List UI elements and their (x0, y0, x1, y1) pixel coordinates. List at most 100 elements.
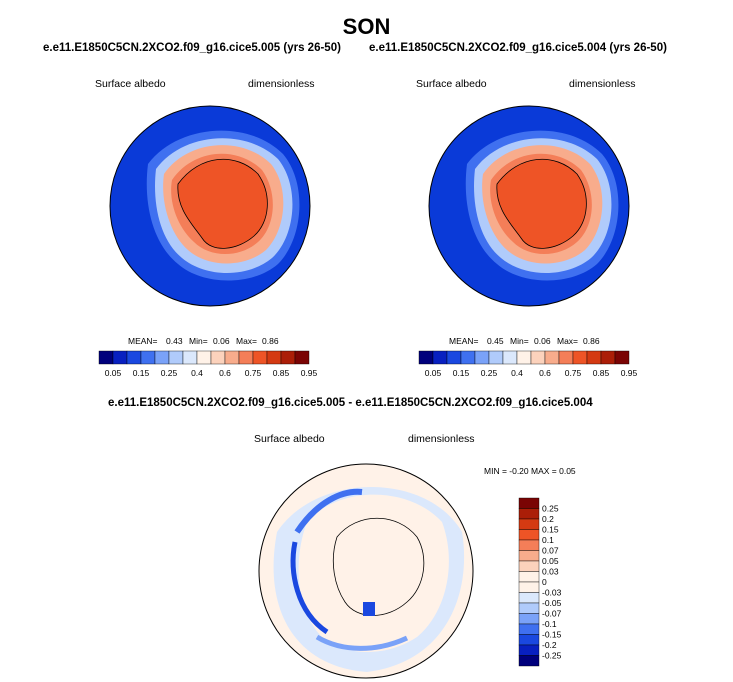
panel2-mean-label: MEAN= (449, 336, 479, 346)
panel1-units-label: dimensionless (248, 78, 315, 90)
panel1-colorbar-tick-label: 0.75 (245, 368, 262, 378)
diff-colorbar-tick-label: 0.05 (542, 556, 559, 566)
panel1-colorbar-swatch (266, 350, 282, 365)
panel1-colorbar-swatch (210, 350, 226, 365)
diff-colorbar-tick-label: -0.1 (542, 619, 557, 629)
diff-colorbar-swatch (518, 644, 540, 656)
diff-colorbar-tick-label: -0.05 (542, 598, 562, 608)
panel1-min-value: 0.06 (213, 336, 230, 346)
panel2-max-label: Max= (557, 336, 579, 346)
panel2-colorbar-swatch (516, 350, 532, 365)
panel1-colorbar-swatch (168, 350, 184, 365)
panel1-colorbar: 0.05 0.15 0.25 0.4 0.6 0.75 0.85 0.95 (98, 350, 318, 378)
panel1-colorbar-tick-label: 0.6 (219, 368, 231, 378)
panel1-colorbar-swatch (252, 350, 268, 365)
panel2-colorbar-swatch (488, 350, 504, 365)
diff-units-label: dimensionless (408, 433, 475, 445)
diff-colorbar-tick-label: -0.07 (542, 609, 562, 619)
diff-minmax-text: MIN = -0.20 MAX = 0.05 (484, 466, 576, 476)
diff-colorbar-tick-label: 0.25 (542, 504, 559, 514)
panel2-colorbar-tick-label: 0.15 (453, 368, 470, 378)
diff-colorbar-swatch (518, 539, 540, 551)
panel2-colorbar-swatch (558, 350, 574, 365)
panel1-colorbar-tick-label: 0.05 (105, 368, 122, 378)
panel2-colorbar-swatch (502, 350, 518, 365)
panel2-variable-label: Surface albedo (416, 78, 487, 90)
panel2-units-label: dimensionless (569, 78, 636, 90)
diff-colorbar-swatch (518, 571, 540, 583)
diff-colorbar-swatch (518, 518, 540, 530)
panel2-colorbar-tick-label: 0.25 (481, 368, 498, 378)
panel1-colorbar-swatch (238, 350, 254, 365)
diff-colorbar-tick-label: 0.03 (542, 567, 559, 577)
panel1-min-label: Min= (189, 336, 208, 346)
panel1-colorbar-swatch (196, 350, 212, 365)
panel1-max-value: 0.86 (262, 336, 279, 346)
panel1-colorbar-tick-label: 0.95 (301, 368, 318, 378)
diff-colorbar-swatch (518, 508, 540, 520)
panel2-colorbar-swatch (614, 350, 630, 365)
panel2-colorbar-swatch (586, 350, 602, 365)
diff-title: e.e11.E1850C5CN.2XCO2.f09_g16.cice5.005 … (108, 397, 593, 409)
diff-colorbar-tick-label: 0.1 (542, 535, 554, 545)
diff-map (258, 463, 474, 679)
panel1-colorbar-tick-label: 0.25 (161, 368, 178, 378)
panel1-colorbar-swatch (126, 350, 142, 365)
diff-colorbar: 0.250.20.150.10.070.050.030-0.03-0.05-0.… (518, 497, 562, 667)
diff-colorbar-swatch (518, 592, 540, 604)
panel2-colorbar-swatch (418, 350, 434, 365)
diff-colorbar-swatch (518, 613, 540, 625)
panel2-colorbar-swatch (460, 350, 476, 365)
diff-colorbar-tick-label: -0.15 (542, 630, 562, 640)
diff-colorbar-tick-label: 0.15 (542, 525, 559, 535)
panel2-colorbar-tick-label: 0.95 (621, 368, 638, 378)
panel2-colorbar-tick-label: 0.6 (539, 368, 551, 378)
panel1-max-label: Max= (236, 336, 258, 346)
diff-colorbar-swatch (518, 655, 540, 667)
panel2-colorbar-swatch (600, 350, 616, 365)
panel2-min-value: 0.06 (534, 336, 551, 346)
panel1-mean-value: 0.43 (166, 336, 183, 346)
diff-colorbar-swatch (518, 550, 540, 562)
panel1-variable-label: Surface albedo (95, 78, 166, 90)
panel1-colorbar-swatch (280, 350, 296, 365)
panel2-min-label: Min= (510, 336, 529, 346)
figure-title: SON (342, 14, 391, 39)
panel2-max-value: 0.86 (583, 336, 600, 346)
diff-colorbar-swatch (518, 623, 540, 635)
panel2-colorbar: 0.05 0.15 0.25 0.4 0.6 0.75 0.85 0.95 (418, 350, 638, 378)
panel2-mean-value: 0.45 (487, 336, 504, 346)
panel2-title: e.e11.E1850C5CN.2XCO2.f09_g16.cice5.004 … (369, 42, 667, 54)
panel1-colorbar-tick-label: 0.4 (191, 368, 203, 378)
panel2-colorbar-swatch (530, 350, 546, 365)
panel1-colorbar-swatch (140, 350, 156, 365)
panel2-colorbar-swatch (572, 350, 588, 365)
panel2-colorbar-tick-label: 0.85 (593, 368, 610, 378)
diff-variable-label: Surface albedo (254, 433, 325, 445)
panel1-colorbar-swatch (154, 350, 170, 365)
diff-colorbar-tick-label: -0.25 (542, 651, 562, 661)
panel2-colorbar-tick-label: 0.4 (511, 368, 523, 378)
panel1-colorbar-swatch (98, 350, 114, 365)
panel2-colorbar-tick-label: 0.05 (425, 368, 442, 378)
diff-colorbar-swatch (518, 581, 540, 593)
panel1-colorbar-tick-label: 0.15 (133, 368, 150, 378)
panel1-colorbar-swatch (294, 350, 310, 365)
diff-colorbar-tick-label: -0.2 (542, 640, 557, 650)
panel1-title: e.e11.E1850C5CN.2XCO2.f09_g16.cice5.005 … (43, 42, 341, 54)
diff-colorbar-tick-label: 0.07 (542, 546, 559, 556)
panel2-colorbar-swatch (544, 350, 560, 365)
panel2-map (428, 105, 630, 307)
diff-colorbar-swatch (518, 602, 540, 614)
panel1-colorbar-swatch (182, 350, 198, 365)
panel2-colorbar-swatch (474, 350, 490, 365)
panel2-colorbar-swatch (432, 350, 448, 365)
panel1-map (109, 105, 311, 307)
diff-colorbar-tick-label: 0.2 (542, 514, 554, 524)
panel1-colorbar-swatch (224, 350, 240, 365)
diff-colorbar-swatch (518, 529, 540, 541)
panel2-colorbar-swatch (446, 350, 462, 365)
diff-colorbar-tick-label: -0.03 (542, 588, 562, 598)
diff-colorbar-swatch (518, 497, 540, 509)
panel1-mean-label: MEAN= (128, 336, 158, 346)
